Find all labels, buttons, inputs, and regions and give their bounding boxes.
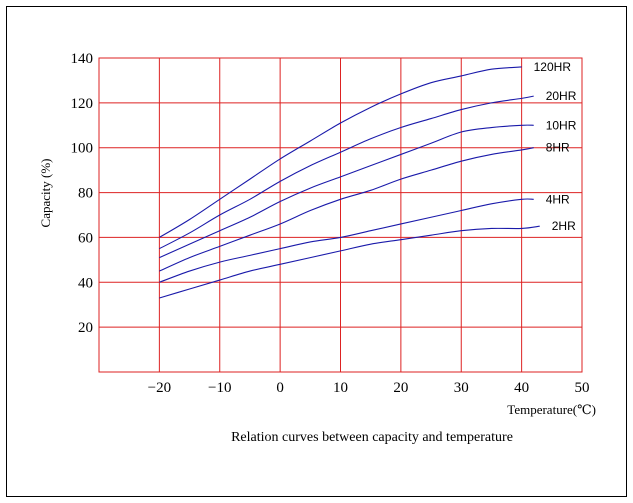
series-label-20hr: 20HR xyxy=(546,89,577,103)
series-label-8hr: 8HR xyxy=(546,141,570,155)
y-tick-label: 100 xyxy=(71,141,94,157)
x-tick-label: 50 xyxy=(575,380,590,396)
series-label-120hr: 120HR xyxy=(534,60,572,74)
y-axis-ticks: 20 40 60 80 100 120 140 xyxy=(71,51,94,336)
y-axis-label: Capacity (%) xyxy=(38,159,53,228)
y-tick-label: 120 xyxy=(71,96,94,112)
chart-caption: Relation curves between capacity and tem… xyxy=(231,430,513,445)
y-tick-label: 140 xyxy=(71,51,94,67)
series-line-8hr xyxy=(159,147,534,272)
series-label-2hr: 2HR xyxy=(552,219,576,233)
x-tick-label: −20 xyxy=(148,380,171,396)
y-tick-label: 20 xyxy=(78,320,93,336)
chart-frame xyxy=(6,6,627,497)
x-tick-label: 30 xyxy=(454,380,469,396)
series-line-4hr xyxy=(159,198,534,283)
series-line-120hr xyxy=(159,66,522,238)
series-line-20hr xyxy=(159,95,534,250)
series-line-2hr xyxy=(159,225,540,299)
x-tick-label: 20 xyxy=(393,380,408,396)
series-labels: 120HR 20HR 10HR 8HR 4HR 2HR xyxy=(534,60,577,233)
x-axis-ticks: −20 −10 0 10 20 30 40 50 xyxy=(148,380,590,396)
series-line-10hr xyxy=(159,124,534,259)
x-axis-label: Temperature(℃) xyxy=(507,402,596,417)
x-tick-label: 0 xyxy=(276,380,284,396)
y-tick-label: 80 xyxy=(78,186,93,202)
series-label-4hr: 4HR xyxy=(546,192,570,206)
y-tick-label: 40 xyxy=(78,275,93,291)
x-tick-label: −10 xyxy=(208,380,231,396)
y-tick-label: 60 xyxy=(78,230,93,246)
grid-lines xyxy=(99,58,582,372)
x-tick-label: 40 xyxy=(514,380,529,396)
series-lines xyxy=(159,66,540,299)
series-label-10hr: 10HR xyxy=(546,118,577,132)
x-tick-label: 10 xyxy=(333,380,348,396)
